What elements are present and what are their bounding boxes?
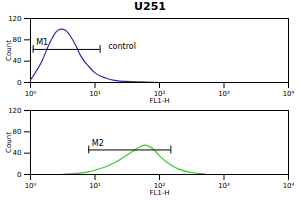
svg-text:M2: M2 [92, 139, 104, 148]
svg-text:10¹: 10¹ [89, 182, 101, 190]
svg-text:80: 80 [13, 36, 22, 44]
svg-text:0: 0 [17, 79, 21, 87]
svg-text:10²: 10² [153, 182, 166, 191]
svg-text:10³: 10³ [218, 182, 230, 190]
svg-text:10³: 10³ [218, 90, 230, 98]
html-text:U251: U251 [134, 0, 166, 13]
svg-text:FL1-H: FL1-H [149, 189, 169, 197]
svg-text:40: 40 [13, 149, 22, 157]
svg-text:120: 120 [8, 15, 21, 23]
svg-text:10²: 10² [153, 90, 166, 99]
svg-text:10⁴: 10⁴ [283, 182, 295, 190]
svg-text:M1: M1 [36, 38, 48, 47]
svg-text:10¹: 10¹ [89, 90, 101, 98]
svg-text:10⁰: 10⁰ [25, 182, 37, 190]
svg-text:10⁴: 10⁴ [283, 90, 295, 98]
svg-text:40: 40 [13, 57, 22, 65]
svg-text:FL1-H: FL1-H [149, 97, 169, 105]
svg-text:Count: Count [5, 40, 13, 61]
svg-text:0: 0 [17, 171, 21, 179]
svg-text:Count: Count [5, 132, 13, 153]
svg-text:80: 80 [13, 128, 22, 136]
svg-text:120: 120 [8, 107, 21, 115]
svg-text:control: control [108, 42, 136, 51]
svg-text:10⁰: 10⁰ [25, 90, 37, 98]
